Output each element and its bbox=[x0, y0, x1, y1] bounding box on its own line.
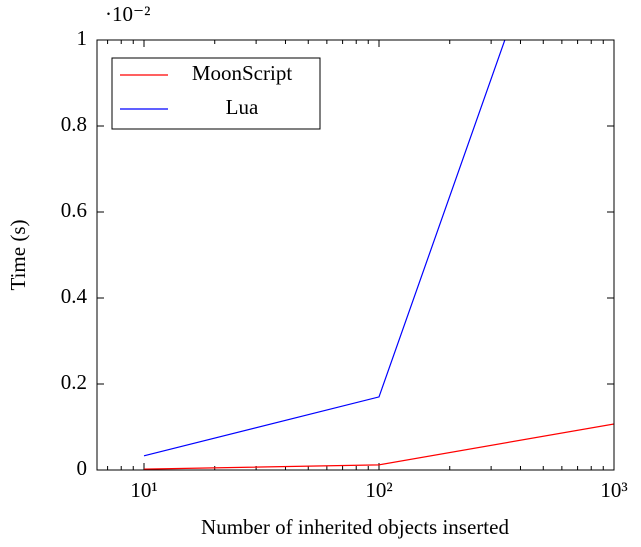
y-tick-label: 0 bbox=[77, 456, 88, 480]
plot-frame bbox=[96, 39, 615, 471]
legend-label: MoonScript bbox=[192, 61, 293, 85]
y-tick-label: 0.4 bbox=[61, 284, 88, 308]
x-tick-label: 10¹ bbox=[130, 478, 157, 502]
x-tick-label: 10³ bbox=[600, 478, 627, 502]
x-tick-label: 10² bbox=[365, 478, 392, 502]
y-tick-label: 0.8 bbox=[61, 112, 87, 136]
y-axis-label: Time (s) bbox=[6, 220, 30, 291]
y-tick-label: 0.2 bbox=[61, 370, 87, 394]
y-multiplier: ·10⁻² bbox=[105, 2, 150, 26]
series-line bbox=[143, 423, 614, 470]
plot-area bbox=[143, 40, 614, 470]
legend-label: Lua bbox=[226, 95, 259, 119]
series-line bbox=[143, 40, 506, 457]
y-tick-label: 1 bbox=[77, 26, 88, 50]
x-axis-label: Number of inherited objects inserted bbox=[201, 515, 509, 539]
legend-box bbox=[111, 57, 321, 130]
y-tick-label: 0.6 bbox=[61, 198, 87, 222]
